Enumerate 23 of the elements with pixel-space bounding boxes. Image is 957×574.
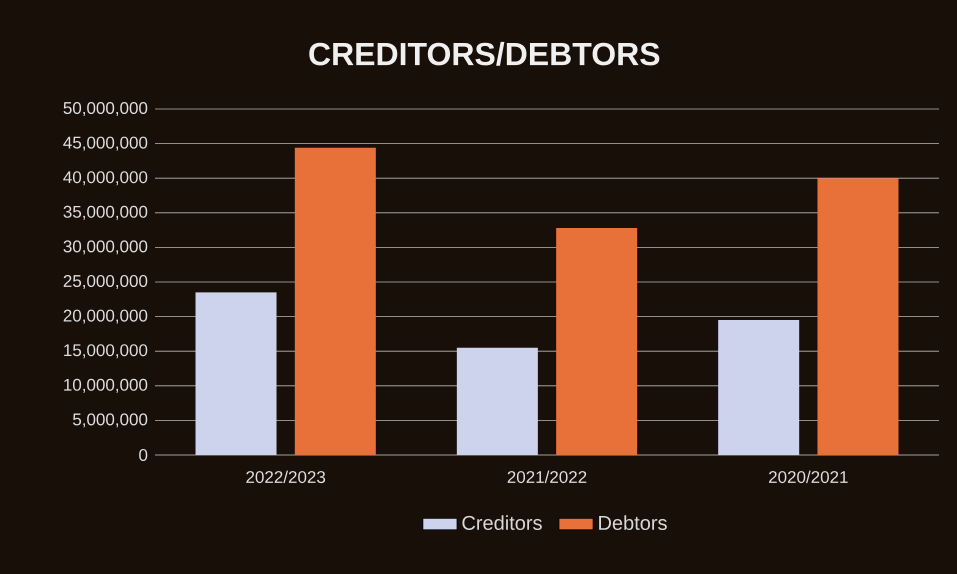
x-tick-label: 2020/2021	[769, 470, 848, 484]
x-tick-label: 2021/2022	[508, 470, 586, 484]
x-tick-label: 2022/2023	[246, 470, 326, 484]
y-tick-label: 20,000,000	[64, 310, 148, 324]
bar	[718, 320, 800, 455]
y-tick-label: 0	[139, 448, 148, 462]
y-tick-label: 30,000,000	[64, 240, 148, 254]
y-tick-label: 45,000,000	[63, 136, 148, 151]
y-tick-label: 50,000,000	[64, 102, 148, 116]
y-tick-label: 15,000,000	[64, 344, 148, 358]
legend-label: Creditors	[462, 515, 542, 530]
y-tick-label: 25,000,000	[64, 274, 148, 290]
chart-title: CREDITORS/DEBTORS	[309, 42, 660, 66]
y-tick-label: 5,000,000	[73, 413, 148, 428]
bar	[294, 148, 376, 455]
y-tick-label: 35,000,000	[64, 206, 148, 220]
bar	[456, 348, 538, 455]
y-tick-label: 10,000,000	[64, 378, 148, 393]
legend-label: Debtors	[599, 515, 667, 530]
bar	[556, 228, 638, 455]
y-tick-label: 40,000,000	[63, 171, 148, 186]
bar	[196, 292, 277, 455]
bar	[817, 178, 898, 455]
